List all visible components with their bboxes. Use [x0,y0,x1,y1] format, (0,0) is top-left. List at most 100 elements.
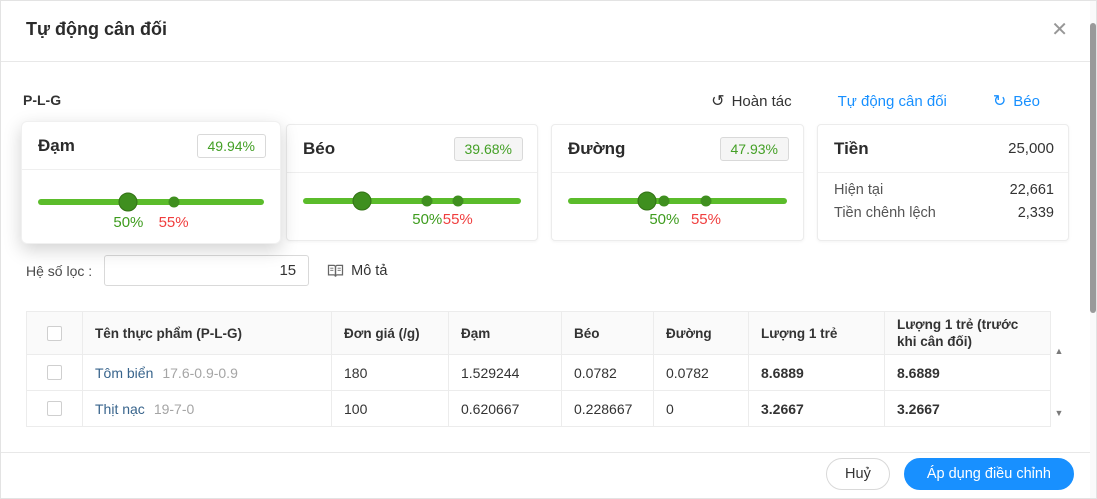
card-sugar: Đường 47.93% 50% 55% [551,124,804,241]
money-diff-label: Tiền chênh lệch [834,205,936,221]
slider-knob[interactable] [637,191,657,211]
select-all-checkbox[interactable] [47,325,62,341]
row-checkbox[interactable] [47,365,62,380]
money-target-value: 25,000 [1008,140,1054,157]
cell-fat: 0.228667 [562,391,654,427]
slider-marker-dot [168,196,180,208]
undo-button[interactable]: ↺ Hoàn tác [711,91,791,111]
description-toggle[interactable]: Mô tả [327,263,387,279]
fat-slider: 50% 55% [287,173,537,241]
footer-buttons: Huỷ Áp dụng điều chỉnh [826,458,1074,490]
slider-labels: 50% 55% [568,211,787,233]
auto-balance-label: Tự động cân đối [837,92,947,110]
slider-target-label: 50% [113,214,144,231]
cancel-button[interactable]: Huỷ [826,458,890,490]
money-body: Hiện tại 22,661 Tiền chênh lệch 2,339 [818,173,1068,221]
book-icon [327,264,344,278]
cell-protein: 1.529244 [449,355,562,391]
slider-limit-label: 55% [690,211,721,228]
slider-target-label: 50% [412,211,443,228]
scroll-up-icon[interactable]: ▲ [1054,346,1064,356]
card-sugar-header: Đường 47.93% [552,125,803,173]
cell-qty-before: 8.6889 [885,355,1050,391]
money-current-value: 22,661 [1009,182,1054,198]
food-name-link[interactable]: Thịt nạc [95,400,145,417]
undo-label: Hoàn tác [731,92,792,110]
cell-sugar: 0 [654,391,749,427]
slider-track[interactable] [303,198,521,204]
card-fat-value-badge[interactable]: 39.68% [453,136,523,161]
slider-marker-dot [452,195,464,207]
col-header-price: Đơn giá (/g) [332,312,449,355]
protein-slider: 50% 55% [22,170,280,238]
slider-track[interactable] [568,198,787,204]
table-row: Thịt nạc 19-7-0 100 0.620667 0.228667 0 … [27,391,1050,427]
card-money-title: Tiền [834,138,869,158]
slider-marker-dot [421,195,433,207]
col-header-sugar: Đường [654,312,749,355]
slider-marker-dot [658,195,670,207]
money-current-row: Hiện tại 22,661 [834,182,1054,198]
col-header-protein: Đạm [449,312,562,355]
food-table: Tên thực phẩm (P-L-G) Đơn giá (/g) Đạm B… [26,311,1051,427]
cell-price: 180 [332,355,449,391]
cell-sugar: 0.0782 [654,355,749,391]
footer-divider [1,452,1096,453]
food-plg-value: 19-7-0 [153,400,195,417]
scroll-down-icon[interactable]: ▼ [1054,408,1064,418]
slider-knob[interactable] [352,191,372,211]
filter-label: Hệ số lọc : [26,262,93,279]
card-money: Tiền 25,000 Hiện tại 22,661 Tiền chênh l… [817,124,1069,241]
money-diff-value: 2,339 [1017,205,1054,221]
slider-limit-label: 55% [158,214,189,231]
slider-labels: 50% 55% [303,211,521,233]
card-fat-title: Béo [303,138,336,158]
card-protein-title: Đạm [38,135,75,155]
scrollbar-thumb[interactable] [1090,23,1096,313]
window-scrollbar[interactable] [1090,1,1096,498]
slider-limit-label: 55% [442,211,473,228]
food-plg-value: 17.6-0.9-0.9 [162,364,238,381]
toolbar-links: ↺ Hoàn tác Tự động cân đối ↻ Béo [711,91,1040,111]
slider-marker-dot [700,195,712,207]
cell-protein: 0.620667 [449,391,562,427]
row-checkbox[interactable] [47,401,62,416]
sugar-slider: 50% 55% [552,173,803,241]
filter-coefficient-input[interactable] [104,255,310,286]
money-current-label: Hiện tại [834,182,884,198]
slider-labels: 50% 55% [38,214,264,236]
col-header-fat: Béo [562,312,654,355]
money-diff-row: Tiền chênh lệch 2,339 [834,205,1054,221]
card-sugar-value-badge[interactable]: 47.93% [719,136,789,161]
table-header-row: Tên thực phẩm (P-L-G) Đơn giá (/g) Đạm B… [27,312,1050,355]
dialog-header: Tự động cân đối ✕ [1,1,1096,62]
slider-knob[interactable] [118,192,138,212]
card-sugar-title: Đường [568,138,626,158]
refresh-icon: ↻ [992,93,1007,110]
card-fat-header: Béo 39.68% [287,125,537,173]
food-name-link[interactable]: Tôm biển [95,364,154,381]
refresh-beo-link[interactable]: ↻ Béo [993,91,1040,111]
refresh-label: Béo [1013,92,1040,110]
col-header-qty: Lượng 1 trẻ [749,312,885,355]
cell-price: 100 [332,391,449,427]
cell-fat: 0.0782 [562,355,654,391]
slider-track[interactable] [38,199,264,205]
col-header-qty-before: Lượng 1 trẻ (trước khi cân đối) [885,312,1050,355]
card-fat: Béo 39.68% 50% 55% [286,124,538,241]
card-protein-value-badge[interactable]: 49.94% [196,133,266,158]
cell-qty-before: 3.2667 [885,391,1050,427]
apply-button[interactable]: Áp dụng điều chỉnh [903,458,1074,490]
table-row: Tôm biển 17.6-0.9-0.9 180 1.529244 0.078… [27,355,1050,391]
card-money-header: Tiền 25,000 [818,125,1068,173]
filter-row: Hệ số lọc : Mô tả [26,255,387,286]
cell-qty: 3.2667 [749,391,885,427]
slider-target-label: 50% [649,211,680,228]
dialog-title: Tự động cân đối [26,19,168,39]
cell-qty: 8.6889 [749,355,885,391]
card-protein: Đạm 49.94% 50% 55% [21,121,281,244]
auto-balance-link[interactable]: Tự động cân đối [838,93,947,110]
close-icon[interactable]: ✕ [1051,19,1068,41]
table-scrollbar[interactable]: ▲ ▼ [1051,347,1067,418]
